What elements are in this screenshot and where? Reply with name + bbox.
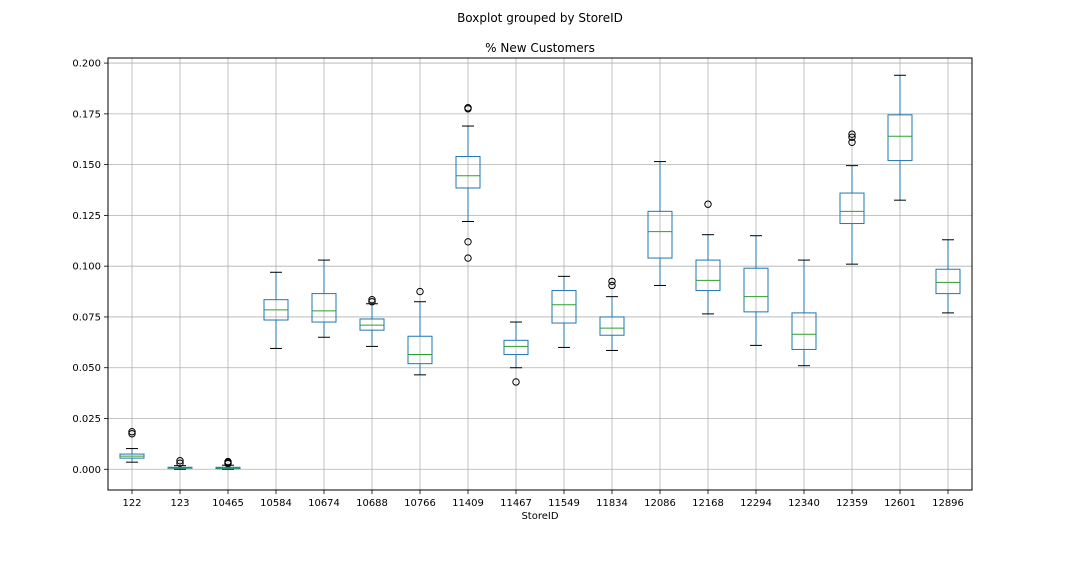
box-iqr (743, 267, 769, 313)
outlier-point (608, 281, 616, 290)
y-tick-label: 0.175 (72, 109, 101, 120)
box-12168 (695, 200, 721, 315)
box-iqr (839, 192, 865, 225)
box-11409 (455, 104, 481, 262)
x-tick-label: 11549 (548, 498, 580, 509)
outlier-point (608, 277, 616, 286)
outlier-point (128, 430, 136, 438)
x-tick-label: 12294 (740, 498, 772, 509)
chart-title: % New Customers (485, 41, 595, 55)
x-tick-label: 10674 (308, 498, 340, 509)
x-tick-label: 123 (170, 498, 189, 509)
outlier-point (176, 459, 184, 467)
box-10465 (215, 457, 241, 470)
outlier-point (176, 457, 184, 465)
outlier-point (368, 295, 376, 304)
y-tick-label: 0.100 (72, 262, 101, 273)
y-tick-label: 0.000 (72, 465, 101, 476)
outlier-point (704, 200, 712, 208)
outlier-point (416, 287, 424, 296)
y-tick-label: 0.050 (72, 363, 101, 374)
box-iqr (503, 339, 529, 356)
box-iqr (359, 318, 385, 331)
x-tick-label: 11409 (452, 498, 484, 509)
x-tick-label: 10584 (260, 498, 292, 509)
chart-suptitle: Boxplot grouped by StoreID (457, 11, 623, 25)
x-tick-label: 12601 (884, 498, 916, 509)
box-12340 (791, 259, 817, 367)
outlier-point (848, 130, 856, 138)
x-tick-label: 12896 (932, 498, 964, 509)
box-122 (119, 428, 145, 463)
x-axis-ticks: 122 123 10465 10584 10674 10688 10766 11409 1146… (122, 490, 964, 509)
outlier-point (512, 378, 520, 386)
x-tick-label: 12340 (788, 498, 820, 509)
box-10674 (311, 259, 337, 338)
box-iqr (695, 259, 721, 292)
outlier-point (464, 254, 472, 262)
x-tick-label: 11467 (500, 498, 532, 509)
box-10766 (407, 287, 433, 376)
outlier-point (848, 133, 856, 141)
box-iqr (551, 290, 577, 324)
outlier-point (368, 298, 376, 306)
box-iqr (455, 156, 481, 189)
x-tick-label: 10465 (212, 498, 244, 509)
outlier-point (224, 457, 232, 466)
box-11549 (551, 275, 577, 348)
outlier-point (464, 238, 472, 246)
box-11467 (503, 321, 529, 386)
box-123 (167, 457, 193, 470)
plot-frame (107, 57, 973, 491)
box-11834 (599, 277, 625, 351)
box-iqr (887, 114, 913, 162)
box-iqr (599, 316, 625, 336)
box-12294 (743, 235, 769, 346)
box-iqr (647, 210, 673, 259)
y-tick-label: 0.125 (72, 211, 101, 222)
x-tick-label: 12086 (644, 498, 676, 509)
outlier-point (464, 104, 472, 112)
x-axis-label: StoreID (521, 511, 558, 522)
box-12086 (647, 161, 673, 286)
box-iqr (311, 293, 337, 323)
x-tick-label: 12168 (692, 498, 724, 509)
box-iqr (791, 312, 817, 350)
box-10584 (263, 271, 289, 349)
x-tick-label: 10688 (356, 498, 388, 509)
grid-lines (108, 58, 972, 490)
x-tick-label: 122 (122, 498, 141, 509)
outlier-point (848, 138, 856, 146)
boxes (119, 74, 961, 470)
box-12359 (839, 130, 865, 265)
x-tick-label: 10766 (404, 498, 436, 509)
y-tick-label: 0.150 (72, 160, 101, 171)
y-tick-label: 0.075 (72, 312, 101, 323)
box-10688 (359, 295, 385, 347)
y-tick-label: 0.200 (72, 59, 101, 70)
y-axis-ticks: 0.000 0.025 0.050 0.075 0.100 0.125 0.150 0.175… (72, 59, 108, 476)
y-tick-label: 0.025 (72, 414, 101, 425)
outlier-point (128, 428, 136, 436)
box-12896 (935, 239, 961, 314)
box-iqr (407, 335, 433, 365)
box-iqr (935, 268, 961, 295)
box-12601 (887, 74, 913, 201)
x-tick-label: 11834 (596, 498, 628, 509)
x-tick-label: 12359 (836, 498, 868, 509)
